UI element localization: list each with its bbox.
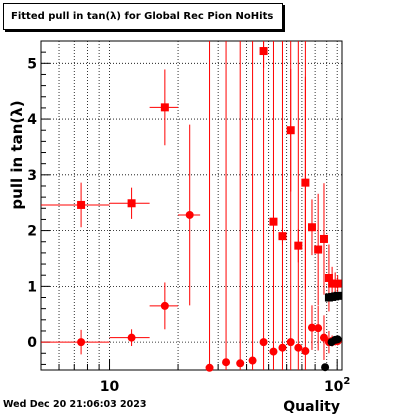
circle-marker <box>301 347 310 356</box>
circle-marker <box>269 347 278 356</box>
square-marker <box>127 199 136 208</box>
square-marker <box>314 245 323 254</box>
grid <box>40 41 342 370</box>
x-tick-label: 10 <box>100 379 120 395</box>
circle-marker <box>286 338 295 347</box>
axes: 0 1 2 3 4 5 10 102 <box>27 40 350 395</box>
data-series <box>321 335 342 372</box>
square-marker <box>333 291 342 300</box>
data-series <box>41 41 342 312</box>
circle-marker <box>222 358 231 367</box>
square-marker <box>77 200 86 209</box>
circle-marker <box>205 363 214 372</box>
circle-marker <box>185 210 194 219</box>
square-marker <box>319 234 328 243</box>
circle-marker <box>77 338 86 347</box>
circle-marker <box>314 324 323 333</box>
circle-marker <box>307 323 316 332</box>
chart-title: Fitted pull in tan(λ) for Global Rec Pio… <box>11 11 274 22</box>
circle-marker <box>259 338 268 347</box>
circle-marker <box>127 333 136 342</box>
circle-marker <box>278 343 287 352</box>
circle-marker <box>248 356 257 365</box>
data-markers <box>41 41 342 372</box>
x-axis-title: Quality <box>283 399 340 414</box>
square-marker <box>333 279 342 288</box>
circle-marker <box>333 335 342 344</box>
x-tick-label: 102 <box>324 376 350 395</box>
circle-marker <box>160 301 169 310</box>
y-tick-label: 5 <box>27 56 37 72</box>
timestamp-footer: Wed Dec 20 21:06:03 2023 <box>3 399 147 410</box>
square-marker <box>307 223 316 232</box>
plot-frame <box>40 40 343 371</box>
square-marker <box>160 103 169 112</box>
square-marker <box>324 273 333 282</box>
y-tick-label: 3 <box>27 168 37 184</box>
data-series <box>41 41 342 372</box>
data-series <box>324 291 342 302</box>
circle-marker <box>236 359 245 368</box>
title-box: Fitted pull in tan(λ) for Global Rec Pio… <box>3 3 283 30</box>
y-tick-label: 0 <box>27 335 37 351</box>
circle-marker <box>294 343 303 352</box>
y-tick-label: 2 <box>27 224 37 240</box>
y-axis-title: pull in tan(λ) <box>8 100 26 209</box>
y-tick-label: 1 <box>27 279 37 295</box>
circle-marker <box>321 363 330 372</box>
y-tick-label: 4 <box>27 112 37 128</box>
